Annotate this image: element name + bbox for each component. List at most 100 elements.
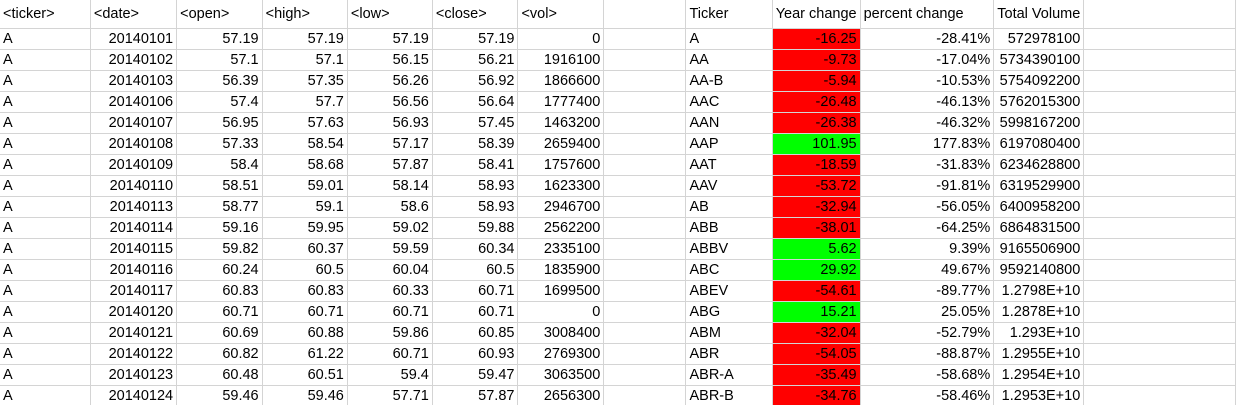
cell-close[interactable]: 56.21 (432, 49, 519, 71)
header-cell-date[interactable]: <date> (90, 0, 178, 29)
cell-open[interactable]: 58.51 (176, 175, 263, 197)
empty-cell[interactable] (1083, 49, 1236, 71)
header-cell-ticker[interactable]: <ticker> (0, 0, 91, 29)
empty-cell[interactable] (603, 70, 687, 92)
cell-year-change[interactable]: -34.76 (772, 385, 861, 405)
header-cell-high[interactable]: <high> (262, 0, 348, 29)
empty-cell[interactable] (1083, 385, 1236, 405)
cell-total-volume[interactable]: 1.2955E+10 (993, 343, 1085, 365)
cell-ticker[interactable]: A (0, 364, 91, 386)
cell-close[interactable]: 57.19 (432, 28, 519, 50)
cell-percent-change[interactable]: -89.77% (860, 280, 995, 302)
cell-high[interactable]: 57.35 (262, 70, 348, 92)
cell-vol[interactable]: 2562200 (517, 217, 605, 239)
cell-ticker[interactable]: A (0, 28, 91, 50)
cell-total-volume[interactable]: 6864831500 (993, 217, 1085, 239)
cell-high[interactable]: 58.54 (262, 133, 348, 155)
cell-low[interactable]: 59.59 (347, 238, 433, 260)
cell-close[interactable]: 58.39 (432, 133, 519, 155)
cell-summary-ticker[interactable]: AAV (685, 175, 773, 197)
cell-low[interactable]: 57.71 (347, 385, 433, 405)
cell-close[interactable]: 60.93 (432, 343, 519, 365)
empty-cell[interactable] (603, 175, 687, 197)
cell-low[interactable]: 59.02 (347, 217, 433, 239)
empty-cell[interactable] (603, 343, 687, 365)
cell-date[interactable]: 20140102 (90, 49, 178, 71)
empty-cell[interactable] (603, 154, 687, 176)
cell-low[interactable]: 60.71 (347, 343, 433, 365)
cell-vol[interactable]: 0 (517, 301, 605, 323)
cell-date[interactable]: 20140124 (90, 385, 178, 405)
cell-date[interactable]: 20140106 (90, 91, 178, 113)
cell-ticker[interactable]: A (0, 217, 91, 239)
cell-ticker[interactable]: A (0, 70, 91, 92)
cell-open[interactable]: 56.95 (176, 112, 263, 134)
empty-cell[interactable] (603, 385, 687, 405)
cell-low[interactable]: 56.26 (347, 70, 433, 92)
cell-close[interactable]: 56.92 (432, 70, 519, 92)
cell-percent-change[interactable]: -17.04% (860, 49, 995, 71)
cell-summary-ticker[interactable]: ABR-B (685, 385, 773, 405)
cell-percent-change[interactable]: 9.39% (860, 238, 995, 260)
cell-year-change[interactable]: -54.61 (772, 280, 861, 302)
cell-summary-ticker[interactable]: AAT (685, 154, 773, 176)
cell-high[interactable]: 59.95 (262, 217, 348, 239)
cell-summary-ticker[interactable]: AB (685, 196, 773, 218)
cell-low[interactable]: 56.93 (347, 112, 433, 134)
cell-summary-ticker[interactable]: ABC (685, 259, 773, 281)
cell-open[interactable]: 56.39 (176, 70, 263, 92)
cell-percent-change[interactable]: -28.41% (860, 28, 995, 50)
empty-cell[interactable] (603, 217, 687, 239)
cell-total-volume[interactable]: 9592140800 (993, 259, 1085, 281)
cell-vol[interactable]: 1699500 (517, 280, 605, 302)
cell-date[interactable]: 20140114 (90, 217, 178, 239)
cell-high[interactable]: 60.37 (262, 238, 348, 260)
cell-total-volume[interactable]: 1.2878E+10 (993, 301, 1085, 323)
cell-summary-ticker[interactable]: ABG (685, 301, 773, 323)
cell-low[interactable]: 59.4 (347, 364, 433, 386)
cell-close[interactable]: 58.93 (432, 175, 519, 197)
empty-cell[interactable] (603, 91, 687, 113)
cell-percent-change[interactable]: 25.05% (860, 301, 995, 323)
cell-ticker[interactable]: A (0, 280, 91, 302)
cell-vol[interactable]: 1463200 (517, 112, 605, 134)
cell-summary-ticker[interactable]: ABR (685, 343, 773, 365)
cell-total-volume[interactable]: 6234628800 (993, 154, 1085, 176)
cell-open[interactable]: 60.48 (176, 364, 263, 386)
cell-high[interactable]: 57.1 (262, 49, 348, 71)
cell-low[interactable]: 57.19 (347, 28, 433, 50)
cell-date[interactable]: 20140123 (90, 364, 178, 386)
cell-high[interactable]: 58.68 (262, 154, 348, 176)
cell-low[interactable]: 60.71 (347, 301, 433, 323)
empty-cell[interactable] (1083, 133, 1236, 155)
cell-open[interactable]: 58.4 (176, 154, 263, 176)
cell-open[interactable]: 57.1 (176, 49, 263, 71)
empty-cell[interactable] (1083, 217, 1236, 239)
cell-percent-change[interactable]: -46.32% (860, 112, 995, 134)
cell-summary-ticker[interactable]: AAN (685, 112, 773, 134)
cell-ticker[interactable]: A (0, 133, 91, 155)
cell-total-volume[interactable]: 6197080400 (993, 133, 1085, 155)
header-cell-vol[interactable]: <vol> (517, 0, 605, 29)
cell-total-volume[interactable]: 6400958200 (993, 196, 1085, 218)
empty-cell[interactable] (603, 322, 687, 344)
cell-year-change[interactable]: -54.05 (772, 343, 861, 365)
empty-cell[interactable] (1083, 238, 1236, 260)
cell-ticker[interactable]: A (0, 259, 91, 281)
cell-close[interactable]: 60.71 (432, 280, 519, 302)
cell-date[interactable]: 20140113 (90, 196, 178, 218)
empty-cell[interactable] (603, 364, 687, 386)
cell-ticker[interactable]: A (0, 343, 91, 365)
cell-high[interactable]: 59.01 (262, 175, 348, 197)
cell-high[interactable]: 59.1 (262, 196, 348, 218)
cell-low[interactable]: 60.04 (347, 259, 433, 281)
cell-year-change[interactable]: -53.72 (772, 175, 861, 197)
cell-date[interactable]: 20140116 (90, 259, 178, 281)
cell-year-change[interactable]: 5.62 (772, 238, 861, 260)
cell-high[interactable]: 60.83 (262, 280, 348, 302)
cell-close[interactable]: 58.93 (432, 196, 519, 218)
empty-cell[interactable] (1083, 91, 1236, 113)
empty-cell[interactable] (1083, 70, 1236, 92)
cell-close[interactable]: 59.47 (432, 364, 519, 386)
empty-cell[interactable] (603, 49, 687, 71)
